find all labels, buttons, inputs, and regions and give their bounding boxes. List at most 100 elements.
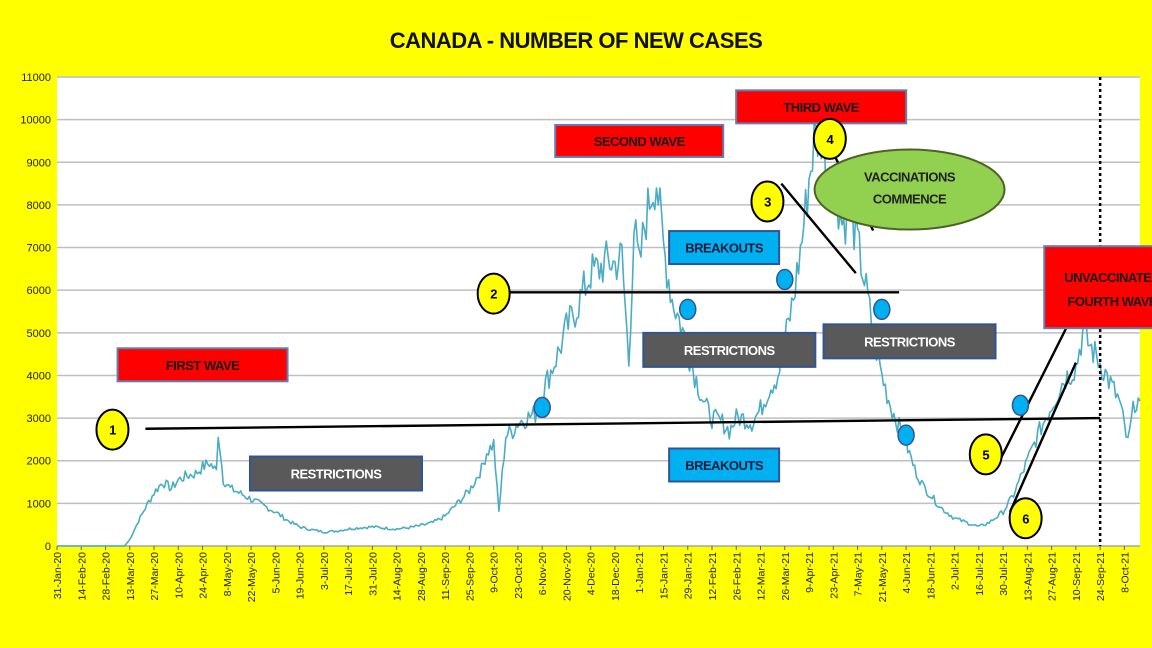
x-tick-label: 10-Sep-21: [1071, 552, 1083, 601]
y-tick-label: 1000: [27, 498, 51, 510]
x-tick-label: 15-Jan-21: [658, 552, 670, 599]
restrictions-box: [642, 331, 817, 368]
x-tick-label: 24-Apr-20: [198, 552, 210, 599]
restrictions-label: RESTRICTIONS: [291, 467, 383, 482]
x-tick-label: 14-Feb-20: [76, 552, 88, 601]
x-tick-label: 18-Dec-20: [610, 552, 622, 601]
unvaccinated-fourth-wave-label: UNVACCINATED FOURTH WAVE: [1064, 270, 1152, 309]
breakouts-label: BREAKOUTS: [685, 241, 764, 256]
y-tick-label: 8000: [27, 200, 51, 212]
x-tick-label: 12-Mar-21: [756, 552, 768, 601]
second-wave-label: SECOND WAVE: [594, 134, 686, 149]
breakouts-label: BREAKOUTS: [685, 458, 764, 473]
x-tick-label: 4-Dec-20: [586, 552, 598, 595]
restrictions-box: [822, 323, 997, 360]
breakouts-box: [668, 230, 781, 266]
blue-dot-marker: [776, 268, 794, 291]
x-tick-label: 26-Feb-21: [731, 552, 743, 601]
x-tick-label: 27-Mar-20: [149, 552, 161, 601]
y-tick-label: 9000: [27, 157, 51, 169]
first-wave-label: FIRST WAVE: [166, 358, 240, 373]
x-tick-label: 28-Feb-20: [101, 552, 113, 601]
breakouts-box: [668, 447, 781, 483]
x-tick-label: 28-Aug-20: [416, 552, 428, 601]
x-tick-label: 22-May-20: [246, 552, 258, 602]
numbered-marker-3: [750, 180, 785, 223]
reference-line-1: [145, 416, 1101, 430]
x-tick-label: 19-Jun-20: [295, 552, 307, 599]
vaccinations-ellipse: [813, 148, 1006, 231]
x-tick-label: 23-Oct-20: [513, 552, 525, 599]
numbered-marker-label: 3: [764, 194, 771, 209]
x-tick-label: 6-Nov-20: [537, 552, 549, 595]
x-tick-label: 4-Jun-21: [901, 552, 913, 594]
x-tick-label: 7-May-21: [853, 552, 865, 597]
x-tick-label: 13-Mar-20: [125, 552, 137, 601]
x-tick-label: 27-Aug-21: [1047, 552, 1059, 601]
x-tick-label: 20-Nov-20: [561, 552, 573, 601]
x-tick-label: 1-Jan-21: [634, 552, 646, 594]
unvaccinated-fourth-wave-label-line: UNVACCINATED: [1064, 270, 1152, 285]
y-tick-label: 10000: [20, 115, 51, 127]
restrictions-box: [248, 455, 423, 492]
x-tick-label: 9-Apr-21: [804, 552, 816, 593]
restrictions-label: RESTRICTIONS: [864, 334, 956, 349]
x-tick-label: 18-Jun-21: [925, 552, 937, 599]
third-wave-box: [735, 89, 908, 125]
y-tick-label: 6000: [27, 285, 51, 297]
chart-title: CANADA - NUMBER OF NEW CASES: [390, 28, 763, 53]
vaccinations-label-line: COMMENCE: [873, 192, 947, 207]
x-tick-label: 5-Jun-20: [270, 552, 282, 594]
series-line-new-cases: [57, 118, 1141, 547]
x-tick-label: 23-Apr-21: [828, 552, 840, 599]
y-tick-label: 7000: [27, 243, 51, 255]
numbered-marker-label: 4: [826, 132, 834, 147]
vaccinations-label: VACCINATIONS COMMENCE: [864, 170, 956, 207]
x-tick-label: 2-Jul-21: [950, 552, 962, 590]
second-wave-box: [554, 123, 725, 158]
x-tick-label: 9-Oct-20: [489, 552, 501, 593]
blue-dot-marker: [897, 424, 915, 446]
numbered-marker-label: 6: [1022, 511, 1029, 526]
y-tick-label: 5000: [27, 328, 51, 340]
numbered-marker-label: 1: [109, 423, 116, 438]
x-tick-label: 31-Jul-20: [367, 552, 379, 596]
y-tick-label: 11000: [21, 72, 51, 84]
x-tick-label: 30-Jul-21: [998, 552, 1010, 596]
x-tick-label: 8-May-20: [222, 552, 234, 597]
y-tick-label: 4000: [27, 370, 51, 382]
y-tick-label: 3000: [27, 413, 51, 425]
x-tick-label: 13-Aug-21: [1022, 552, 1034, 601]
reference-line-6: [1008, 362, 1077, 513]
x-tick-label: 10-Apr-20: [173, 552, 185, 599]
restrictions-label: RESTRICTIONS: [684, 343, 776, 358]
x-tick-label: 14-Aug-20: [392, 552, 404, 601]
blue-dot-marker: [873, 298, 891, 321]
y-tick-label: 2000: [27, 456, 51, 468]
numbered-marker-1: [95, 408, 130, 451]
x-tick-label: 11-Sep-20: [440, 552, 452, 600]
x-tick-label: 31-Jan-20: [52, 552, 64, 599]
numbered-marker-2: [476, 272, 511, 315]
x-tick-label: 26-Mar-21: [780, 552, 792, 601]
x-tick-label: 25-Sep-20: [464, 552, 476, 601]
numbered-marker-5: [968, 433, 1003, 476]
numbered-marker-6: [1008, 497, 1043, 540]
numbered-marker-label: 2: [490, 287, 497, 302]
third-wave-label: THIRD WAVE: [783, 100, 859, 115]
x-tick-label: 21-May-21: [877, 552, 889, 602]
x-tick-label: 12-Feb-21: [707, 552, 719, 601]
blue-dot-marker: [533, 396, 551, 419]
reference-line-3: [780, 182, 857, 274]
vaccinations-label-line: VACCINATIONS: [864, 170, 956, 185]
x-tick-label: 3-Jul-20: [319, 552, 331, 590]
first-wave-box: [116, 347, 289, 383]
unvaccinated-fourth-wave-box: [1043, 245, 1152, 330]
x-tick-label: 17-Jul-20: [343, 552, 355, 596]
x-tick-label: 16-Jul-21: [974, 552, 986, 596]
plot-area: 0 1000 2000 3000 4000 5000 6000 7000 8000 9000 100…: [20, 72, 1152, 602]
x-tick-label: 8-Oct-21: [1119, 552, 1131, 593]
unvaccinated-fourth-wave-label-line: FOURTH WAVE: [1067, 294, 1152, 309]
